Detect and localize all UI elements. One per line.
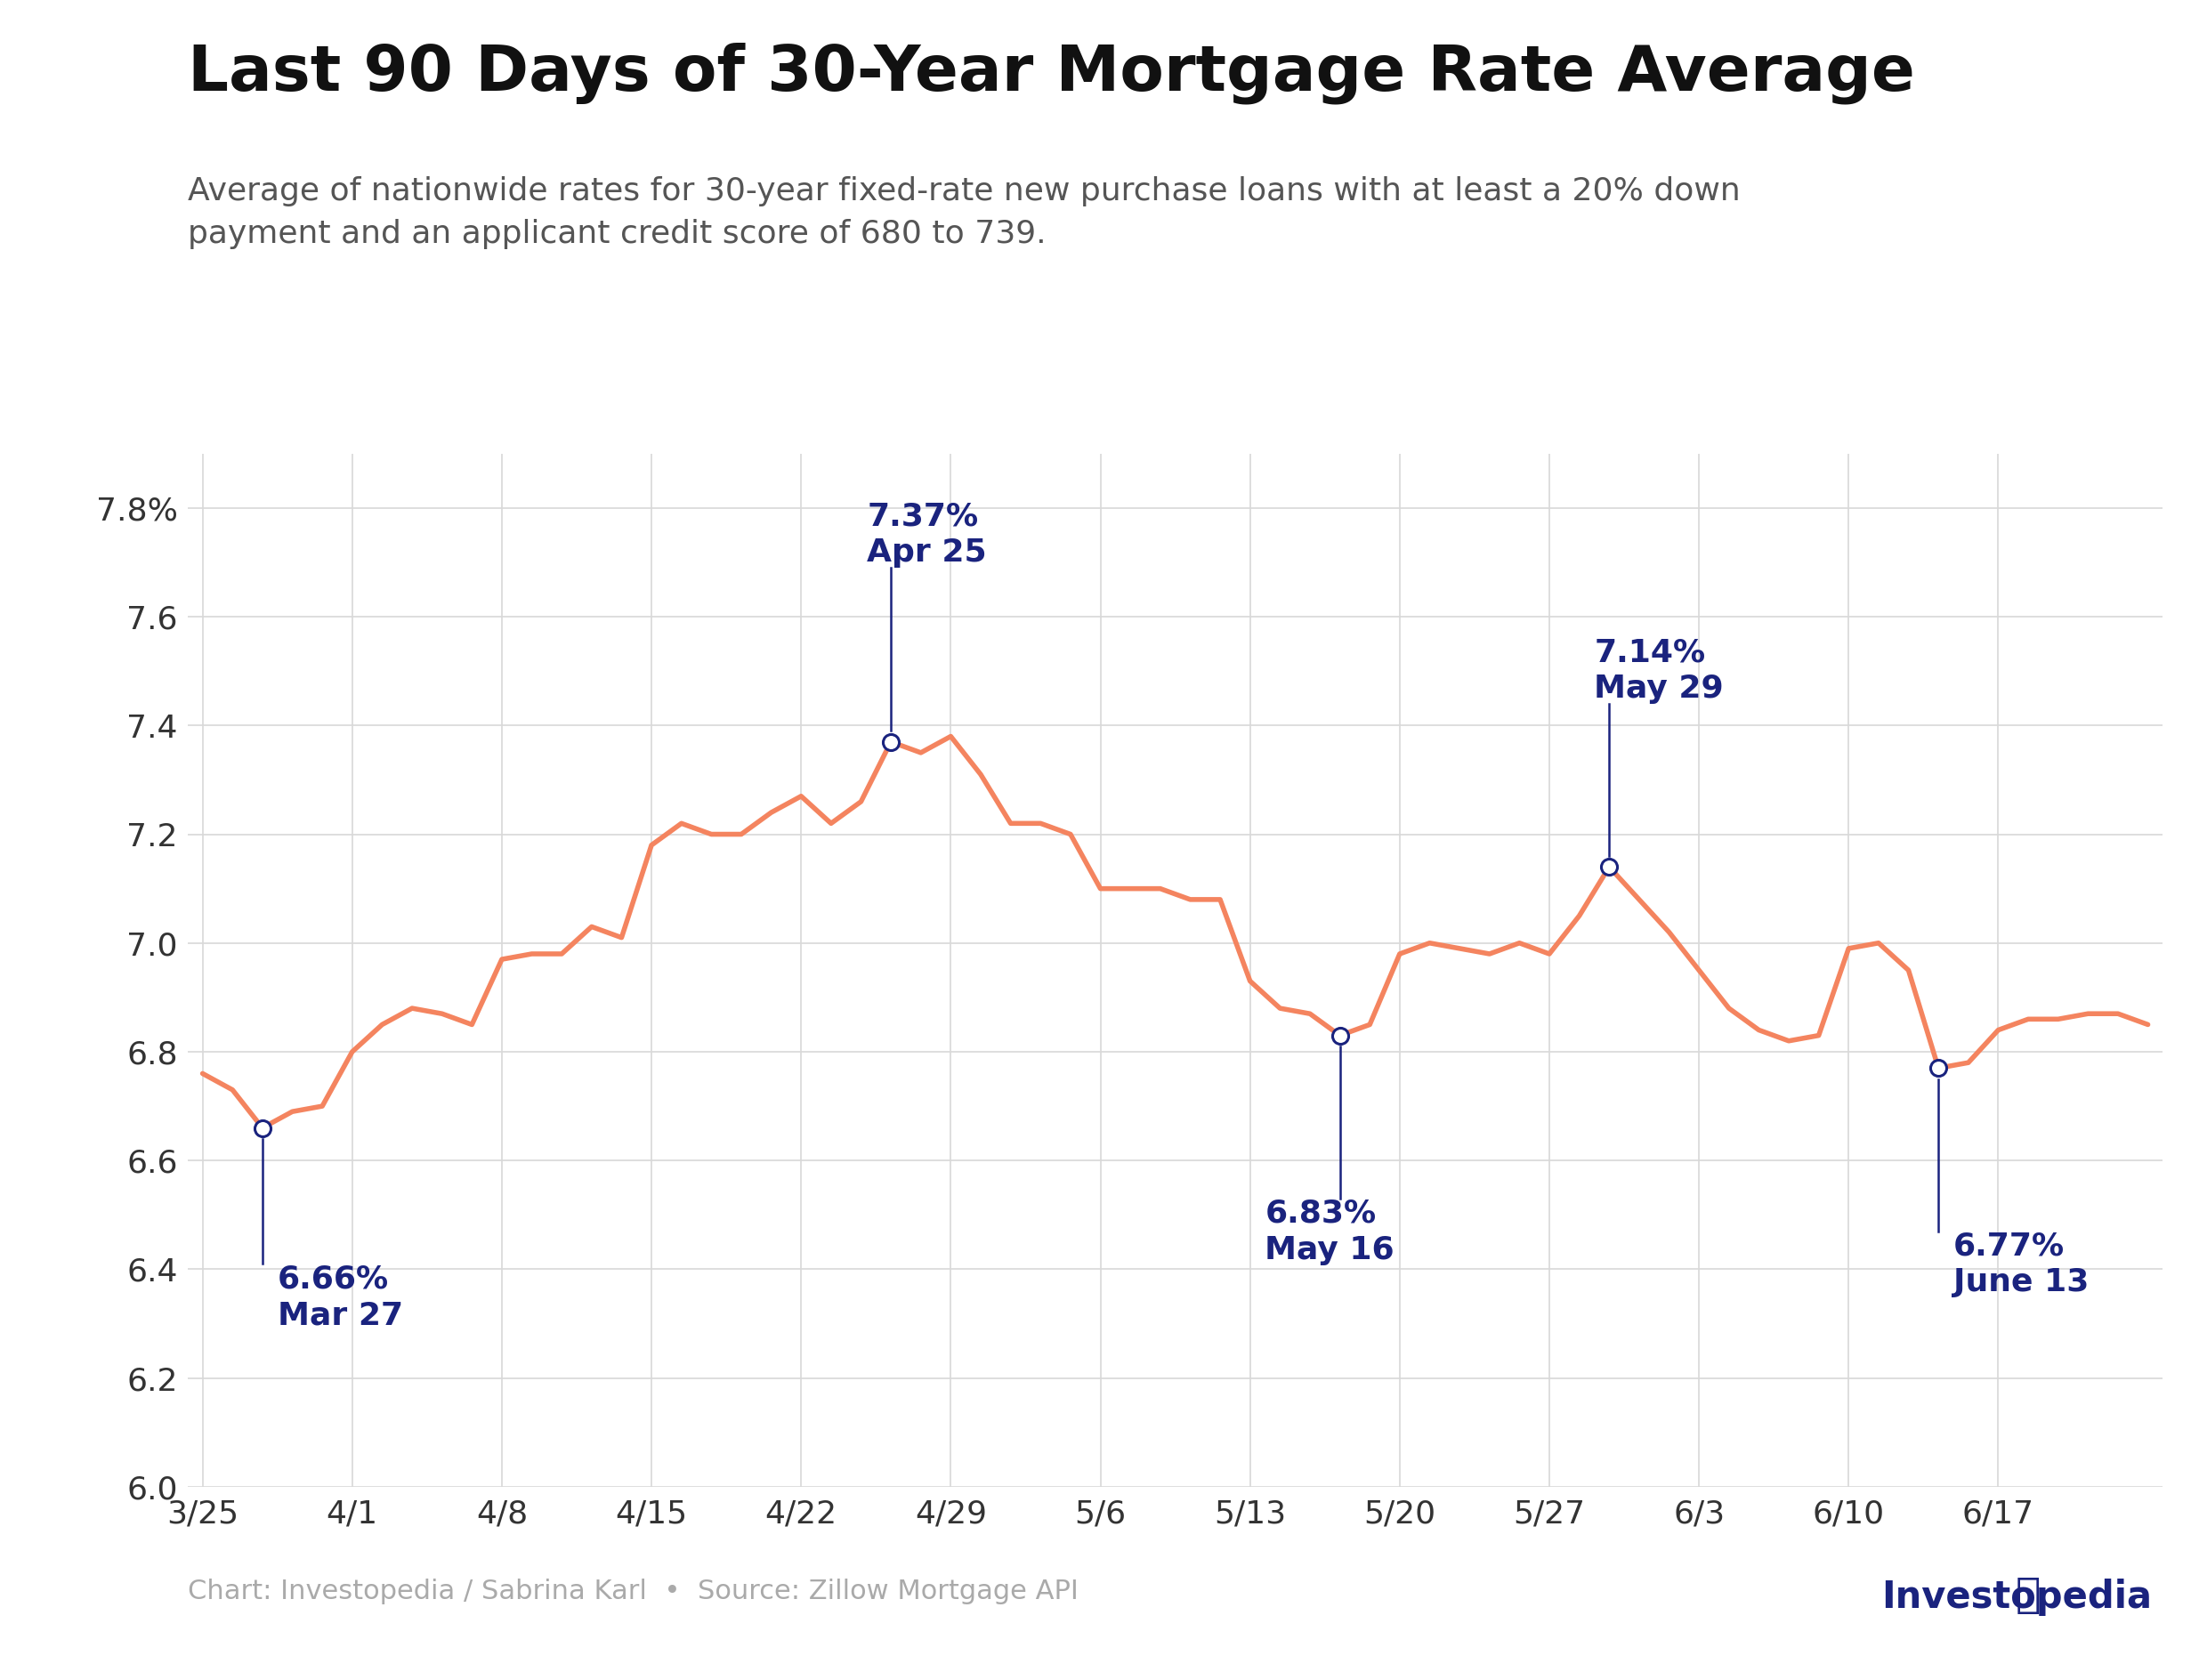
Text: Investopedia: Investopedia — [1880, 1579, 2152, 1616]
Text: Last 90 Days of 30-Year Mortgage Rate Average: Last 90 Days of 30-Year Mortgage Rate Av… — [188, 42, 1916, 104]
Text: 7.14%
May 29: 7.14% May 29 — [1593, 637, 1724, 704]
Text: 6.77%
June 13: 6.77% June 13 — [1953, 1231, 2090, 1297]
Text: 6.66%
Mar 27: 6.66% Mar 27 — [278, 1263, 404, 1331]
Text: Average of nationwide rates for 30-year fixed-rate new purchase loans with at le: Average of nationwide rates for 30-year … — [188, 176, 1741, 249]
Text: 7.37%
Apr 25: 7.37% Apr 25 — [867, 501, 987, 568]
Text: Chart: Investopedia / Sabrina Karl  •  Source: Zillow Mortgage API: Chart: Investopedia / Sabrina Karl • Sou… — [188, 1579, 1079, 1604]
Text: ⦿: ⦿ — [2015, 1576, 2039, 1616]
Text: 6.83%
May 16: 6.83% May 16 — [1265, 1198, 1395, 1265]
